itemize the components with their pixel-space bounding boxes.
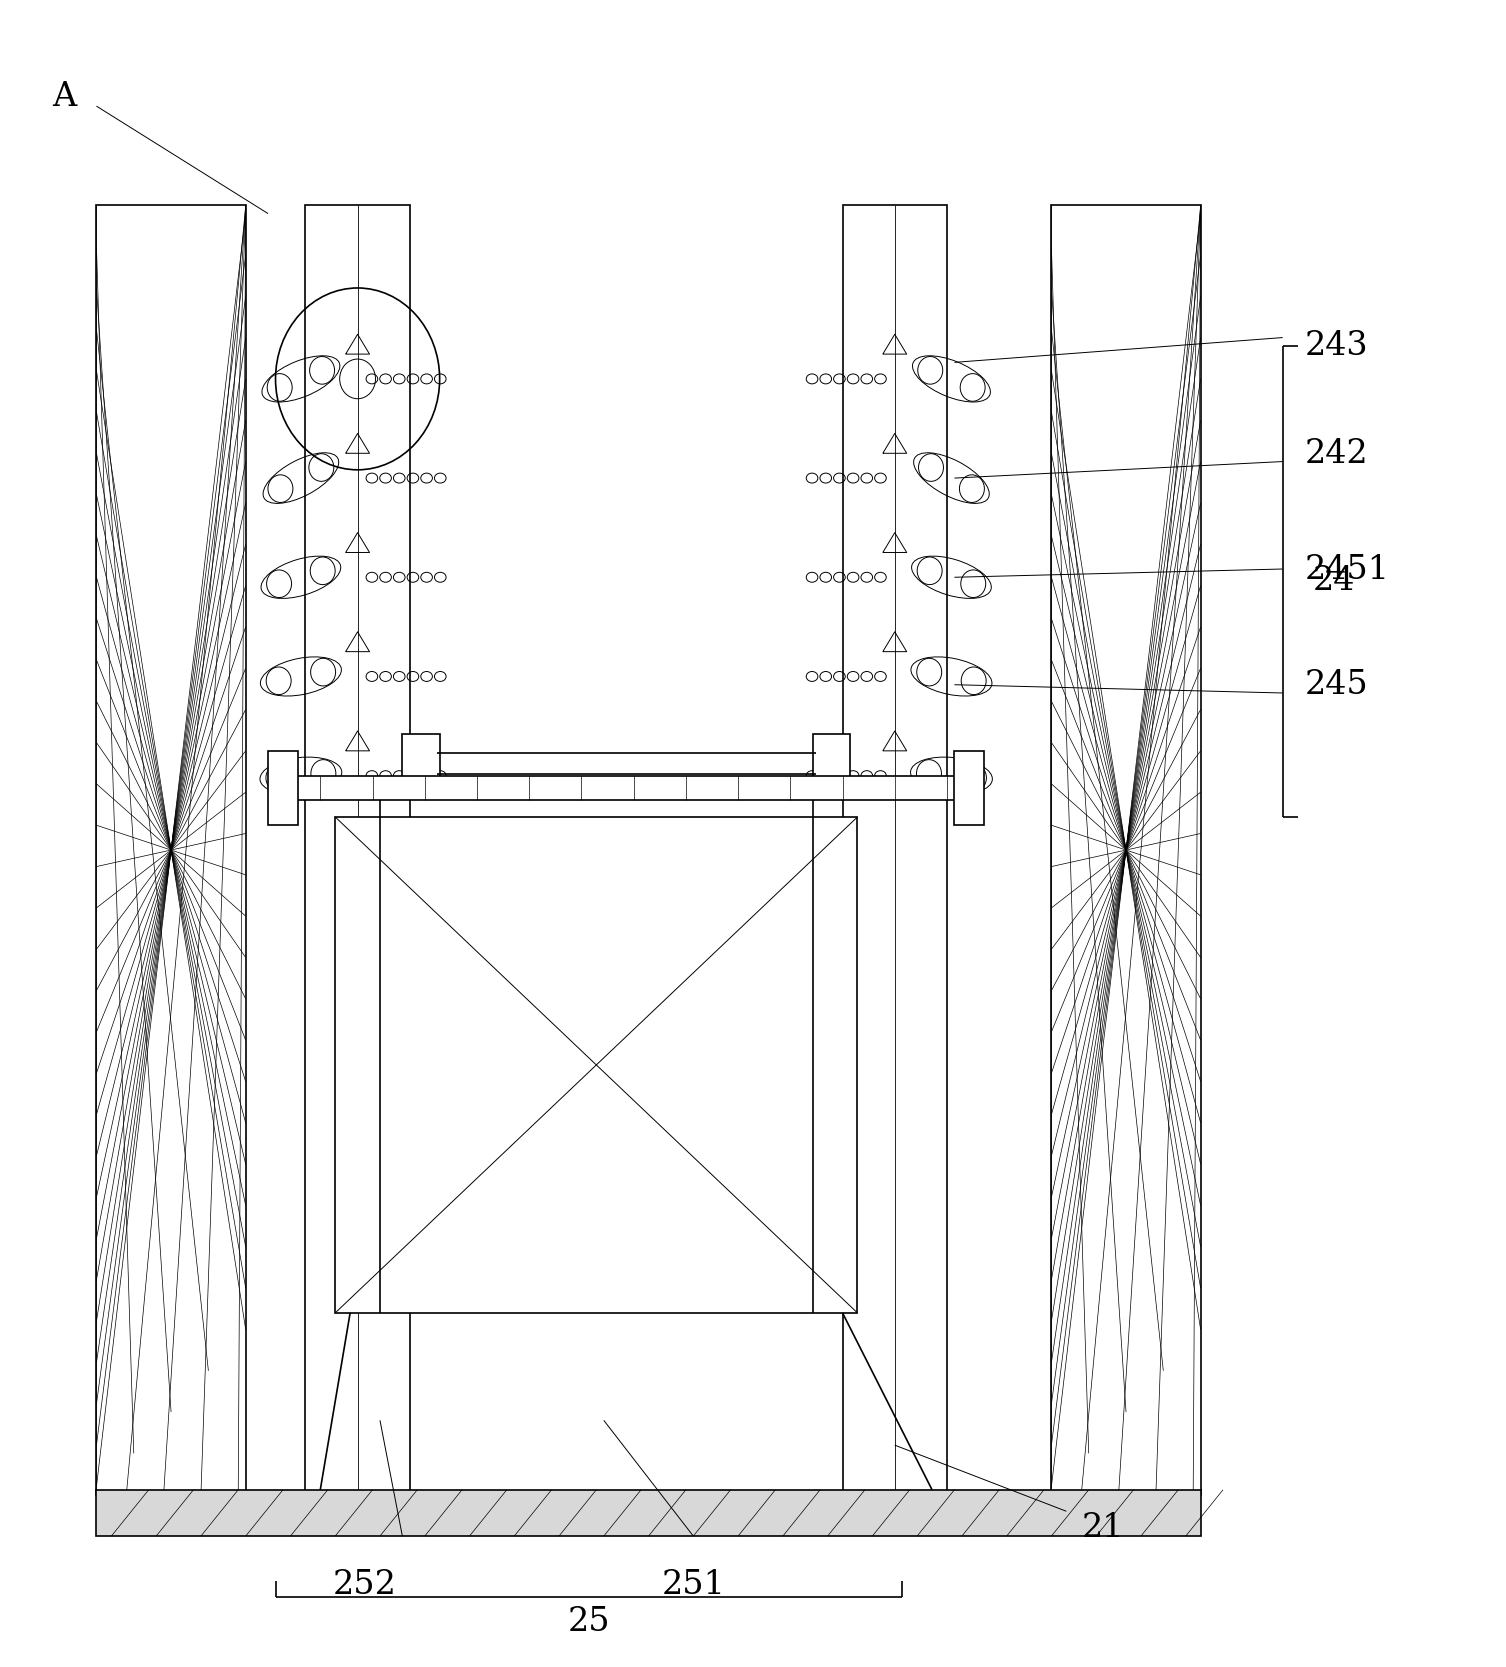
- Text: 25: 25: [568, 1605, 610, 1637]
- Bar: [268, 750, 298, 825]
- Text: 243: 243: [1306, 330, 1369, 362]
- Bar: [306, 205, 410, 1495]
- Bar: [813, 733, 849, 792]
- Bar: [1051, 205, 1200, 1495]
- Text: A: A: [51, 82, 75, 113]
- Text: 251: 251: [661, 1569, 726, 1600]
- Text: 21: 21: [1081, 1512, 1123, 1544]
- Bar: [402, 733, 440, 792]
- Text: 245: 245: [1306, 668, 1369, 702]
- Text: 2451: 2451: [1306, 553, 1390, 585]
- Text: 252: 252: [333, 1569, 398, 1600]
- Text: 24: 24: [1313, 565, 1355, 597]
- Text: 242: 242: [1306, 438, 1369, 470]
- Bar: [336, 817, 857, 1314]
- Bar: [955, 750, 985, 825]
- Bar: [96, 205, 245, 1495]
- Bar: [842, 205, 947, 1495]
- Bar: [96, 1490, 1200, 1535]
- Bar: [291, 775, 962, 800]
